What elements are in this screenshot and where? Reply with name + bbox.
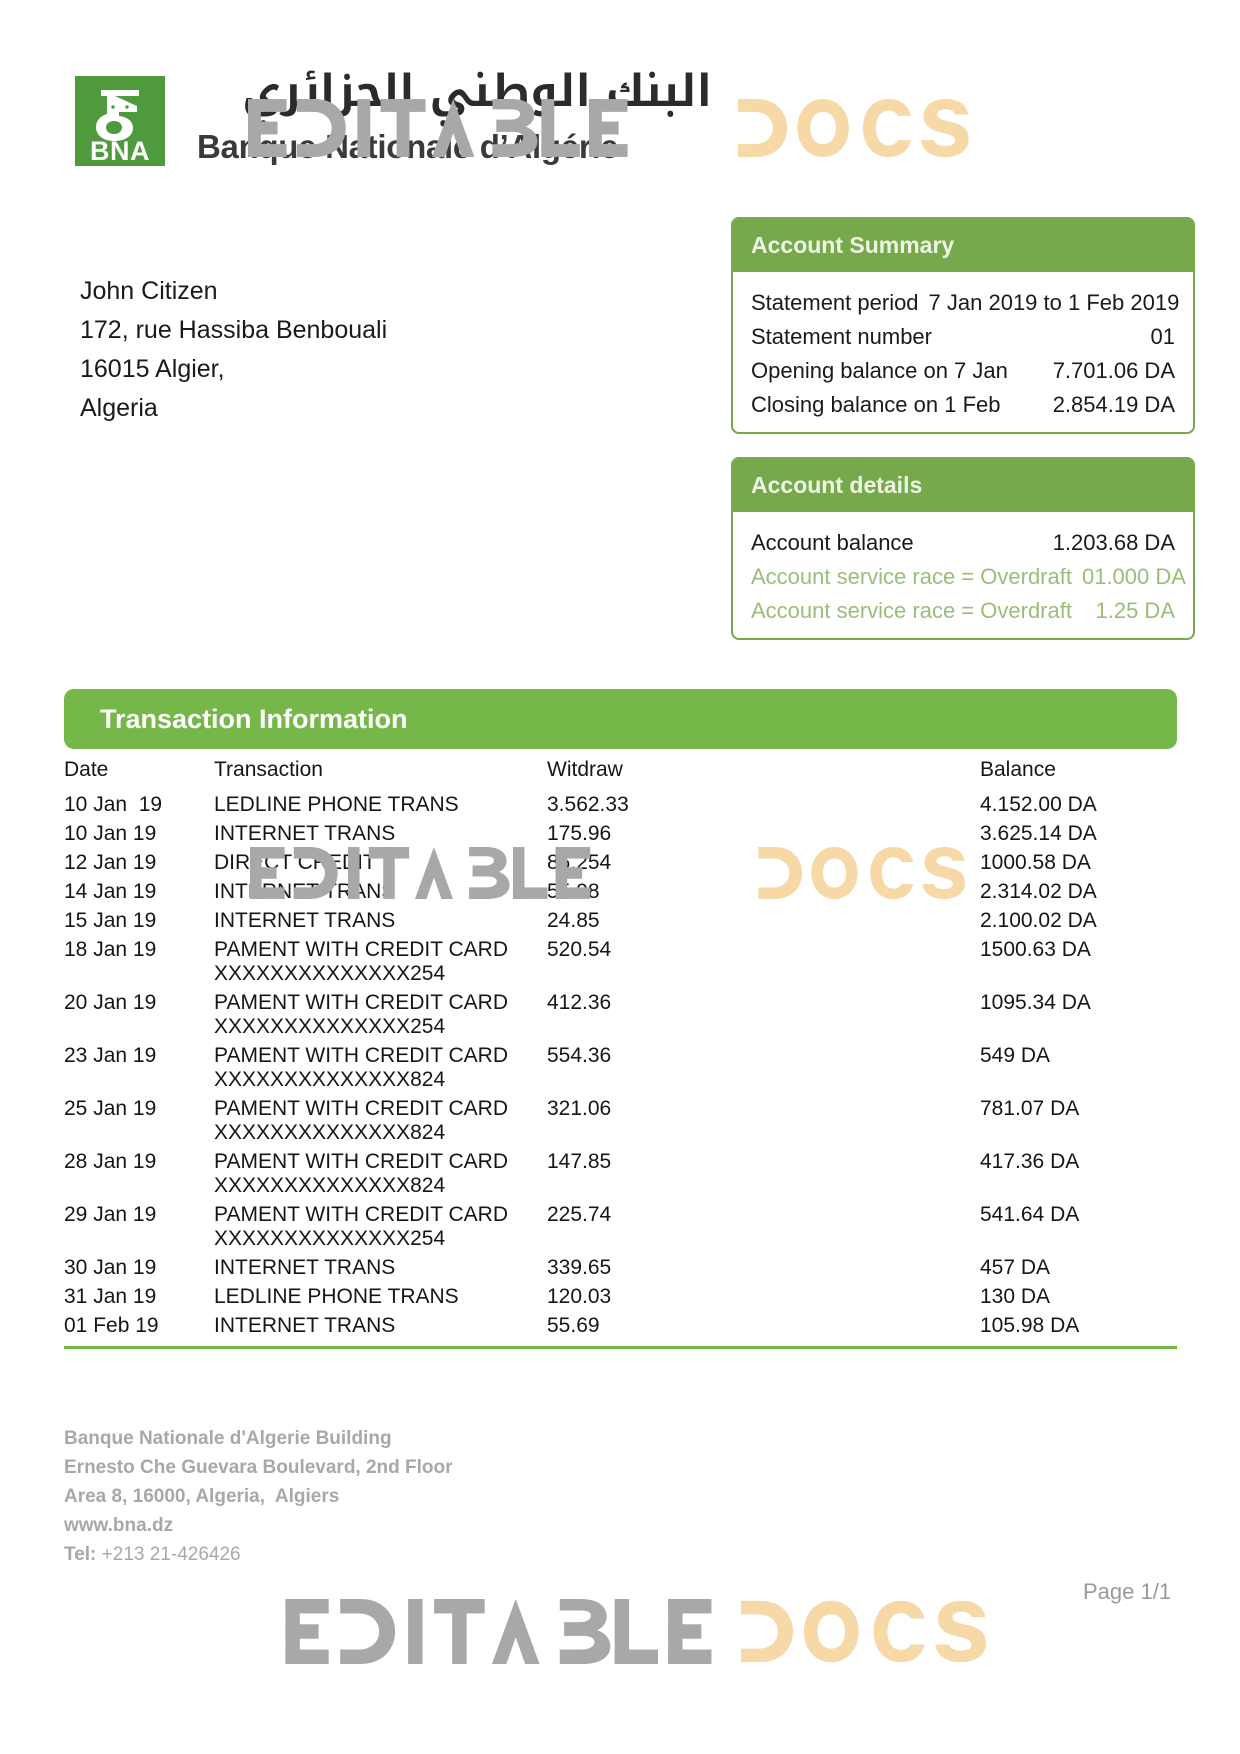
svg-text:BNA: BNA (90, 136, 150, 166)
